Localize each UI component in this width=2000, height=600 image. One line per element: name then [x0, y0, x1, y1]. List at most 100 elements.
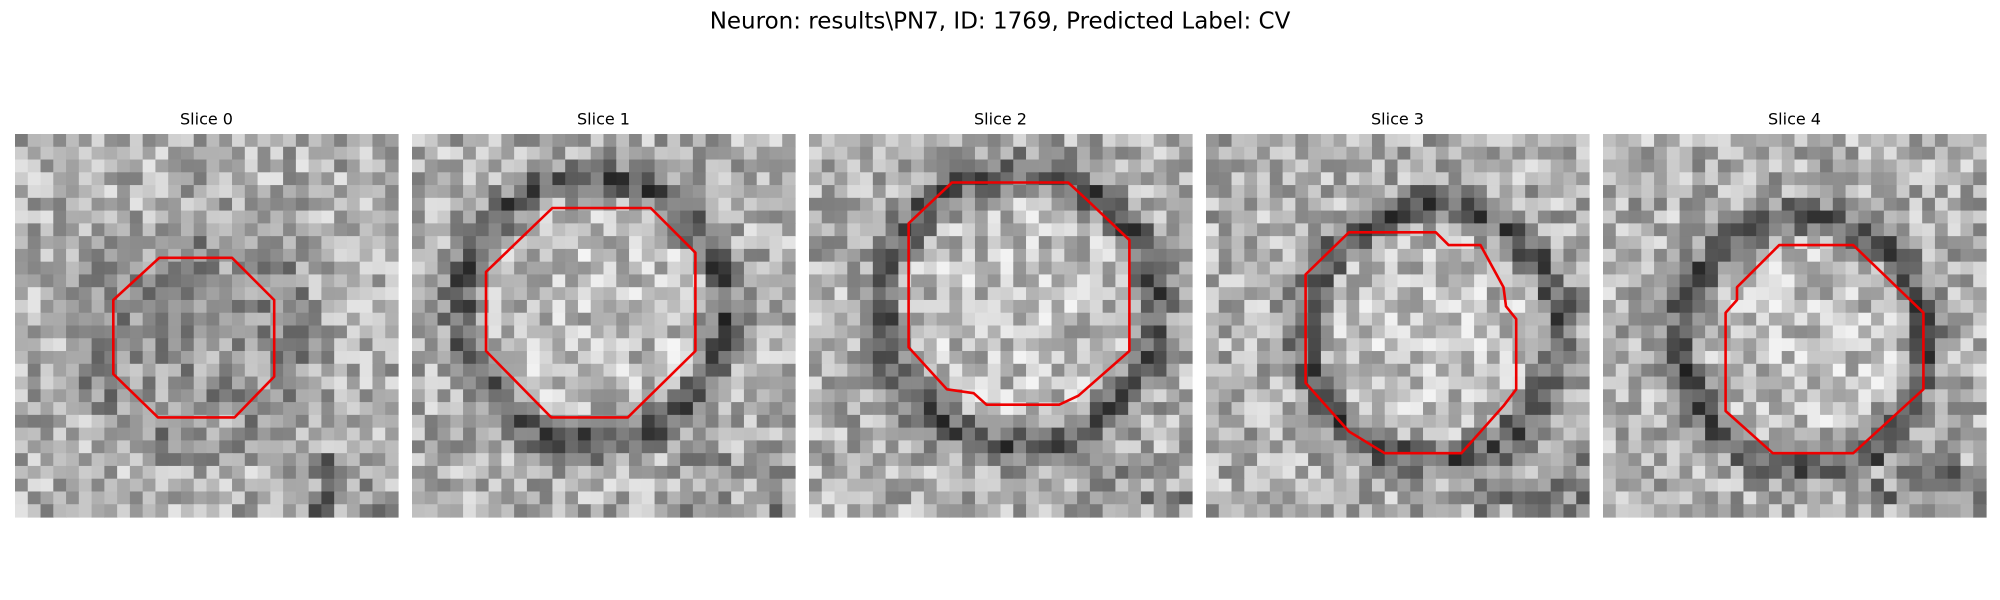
pixel	[539, 453, 554, 467]
pixel	[692, 465, 707, 480]
pixel	[155, 312, 169, 327]
pixel	[206, 453, 220, 467]
pixel	[692, 453, 707, 467]
pixel	[1461, 414, 1475, 429]
pixel	[1115, 299, 1129, 314]
pixel	[911, 325, 925, 339]
pixel	[1448, 440, 1462, 454]
pixel	[450, 440, 464, 454]
pixel	[15, 504, 29, 518]
pixel	[872, 172, 887, 186]
pixel	[936, 287, 951, 301]
pixel	[565, 351, 579, 365]
pixel	[821, 172, 836, 186]
pixel	[1628, 376, 1642, 390]
pixel	[603, 338, 617, 352]
pixel	[1973, 248, 1987, 263]
pixel	[769, 414, 783, 429]
pixel	[1333, 491, 1348, 505]
pixel	[412, 223, 426, 237]
pixel	[1333, 172, 1348, 186]
pixel	[539, 440, 554, 454]
pixel	[334, 478, 348, 493]
pixel	[911, 210, 925, 224]
pixel	[1140, 389, 1155, 403]
pixel	[1231, 491, 1245, 505]
pixel	[104, 325, 118, 339]
pixel	[1512, 287, 1526, 301]
pixel	[1257, 351, 1271, 365]
pixel	[1654, 312, 1668, 327]
pixel	[1576, 363, 1590, 378]
pixel	[782, 427, 796, 441]
pixel	[847, 312, 861, 327]
pixel	[1410, 389, 1424, 403]
pixel	[1537, 134, 1552, 148]
pixel	[552, 248, 566, 263]
pixel	[1064, 261, 1078, 276]
pixel	[1308, 325, 1322, 339]
pixel	[1179, 197, 1193, 212]
pixel	[129, 325, 144, 339]
pixel	[577, 376, 592, 390]
pixel	[180, 134, 195, 148]
pixel	[1603, 402, 1617, 416]
pixel	[1654, 134, 1668, 148]
pixel	[1807, 236, 1821, 250]
pixel	[577, 453, 592, 467]
pixel	[1730, 185, 1745, 199]
pixel	[1820, 338, 1834, 352]
pixel	[731, 402, 745, 416]
pixel	[40, 504, 54, 518]
pixel	[1153, 261, 1168, 276]
pixel	[244, 134, 259, 148]
pixel	[769, 185, 783, 199]
pixel	[718, 146, 732, 161]
pixel	[1000, 338, 1014, 352]
pixel	[1166, 389, 1180, 403]
pixel	[1781, 376, 1796, 390]
pixel	[1692, 478, 1706, 493]
pixel	[923, 440, 938, 454]
pixel	[1576, 134, 1590, 148]
pixel	[1179, 261, 1193, 276]
pixel	[1346, 312, 1360, 327]
pixel	[1282, 427, 1296, 441]
pixel	[1128, 299, 1142, 314]
pixel	[1218, 478, 1233, 493]
pixel	[577, 504, 592, 518]
pixel	[1641, 287, 1655, 301]
pixel	[1794, 491, 1808, 505]
pixel	[40, 453, 54, 467]
pixel	[1525, 465, 1539, 480]
pixel	[104, 414, 118, 429]
pixel	[1051, 274, 1065, 288]
pixel	[1525, 312, 1539, 327]
pixel	[1397, 248, 1411, 263]
pixel	[15, 414, 29, 429]
pixel	[1423, 440, 1437, 454]
pixel	[1333, 453, 1348, 467]
pixel	[1909, 261, 1923, 276]
pixel	[206, 223, 220, 237]
pixel	[1896, 134, 1910, 148]
pixel	[346, 491, 361, 505]
pixel	[1768, 223, 1783, 237]
pixel	[232, 363, 246, 378]
pixel	[1832, 223, 1847, 237]
pixel	[1064, 210, 1078, 224]
pixel	[385, 236, 399, 250]
pixel	[142, 376, 157, 390]
pixel	[1128, 478, 1142, 493]
pixel	[308, 504, 322, 518]
pixel	[743, 376, 758, 390]
pixel	[1051, 236, 1065, 250]
pixel	[1807, 427, 1821, 441]
pixel	[1909, 210, 1923, 224]
pixel	[731, 172, 745, 186]
pixel	[756, 427, 771, 441]
pixel	[885, 210, 899, 224]
pixel	[1909, 325, 1923, 339]
pixel	[705, 363, 719, 378]
pixel	[53, 491, 67, 505]
